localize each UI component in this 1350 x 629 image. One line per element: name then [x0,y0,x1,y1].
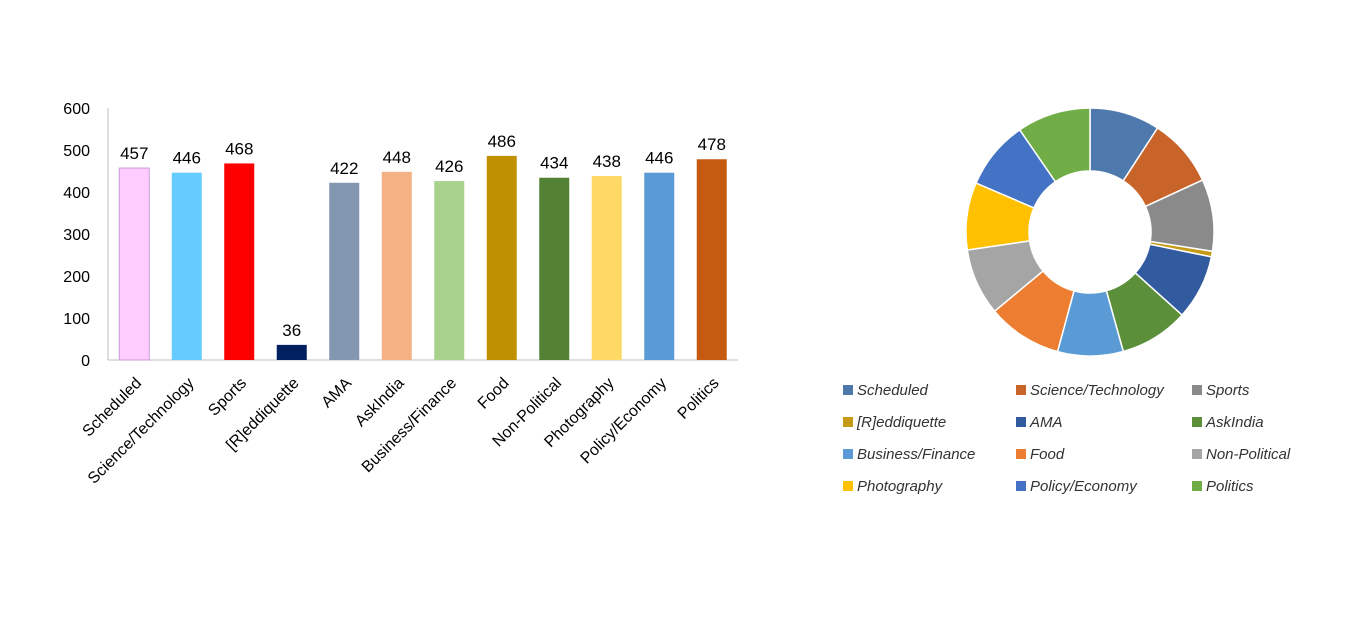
legend-swatch [1192,417,1202,427]
legend-swatch [1192,481,1202,491]
legend-swatch [843,417,853,427]
data-label: 448 [383,148,411,167]
legend-label: Sports [1206,382,1250,399]
y-tick-label: 600 [63,101,90,118]
legend-label: Politics [1206,478,1254,495]
bar [539,177,570,360]
bar-chart: 0100200300400500600457Scheduled446Scienc… [63,101,738,487]
data-label: 446 [173,149,201,168]
legend-label: Scheduled [857,382,929,399]
legend-swatch [1016,385,1026,395]
legend-label: AMA [1029,414,1063,431]
bar [486,155,517,360]
data-label: 486 [488,132,516,151]
data-label: 446 [645,149,673,168]
data-label: 457 [120,144,148,163]
data-label: 36 [282,321,301,340]
data-label: 426 [435,157,463,176]
donut-slice [1018,107,1091,183]
legend-swatch [1192,385,1202,395]
legend-swatch [1016,417,1026,427]
legend-swatch [1016,449,1026,459]
data-label: 434 [540,154,568,173]
legend-label: Food [1030,446,1065,463]
legend-label: Science/Technology [1030,382,1165,399]
y-tick-label: 300 [63,227,90,244]
data-label: 478 [698,135,726,154]
bar [696,159,727,360]
legend-swatch [843,385,853,395]
bar [381,171,412,360]
bar [118,167,150,361]
y-tick-label: 200 [63,269,90,286]
legend-label: Policy/Economy [1030,478,1138,495]
bar [644,172,675,360]
legend-swatch [843,449,853,459]
legend-swatch [1016,481,1026,491]
bar [434,181,465,360]
data-label: 438 [593,152,621,171]
y-tick-label: 400 [63,185,90,202]
y-tick-label: 0 [81,353,90,370]
y-tick-label: 500 [63,143,90,160]
legend-label: Photography [857,478,944,495]
legend-swatch [843,481,853,491]
legend-swatch [1192,449,1202,459]
y-tick-label: 100 [63,311,90,328]
data-label: 422 [330,159,358,178]
bar [591,176,622,360]
legend-label: AskIndia [1205,414,1264,431]
legend-label: Business/Finance [857,446,975,463]
legend-label: [R]eddiquette [856,414,946,431]
data-label: 468 [225,139,253,158]
bar [171,172,202,360]
bar [329,182,360,360]
bar [224,163,255,360]
legend-label: Non-Political [1206,446,1291,463]
bar [276,344,307,360]
